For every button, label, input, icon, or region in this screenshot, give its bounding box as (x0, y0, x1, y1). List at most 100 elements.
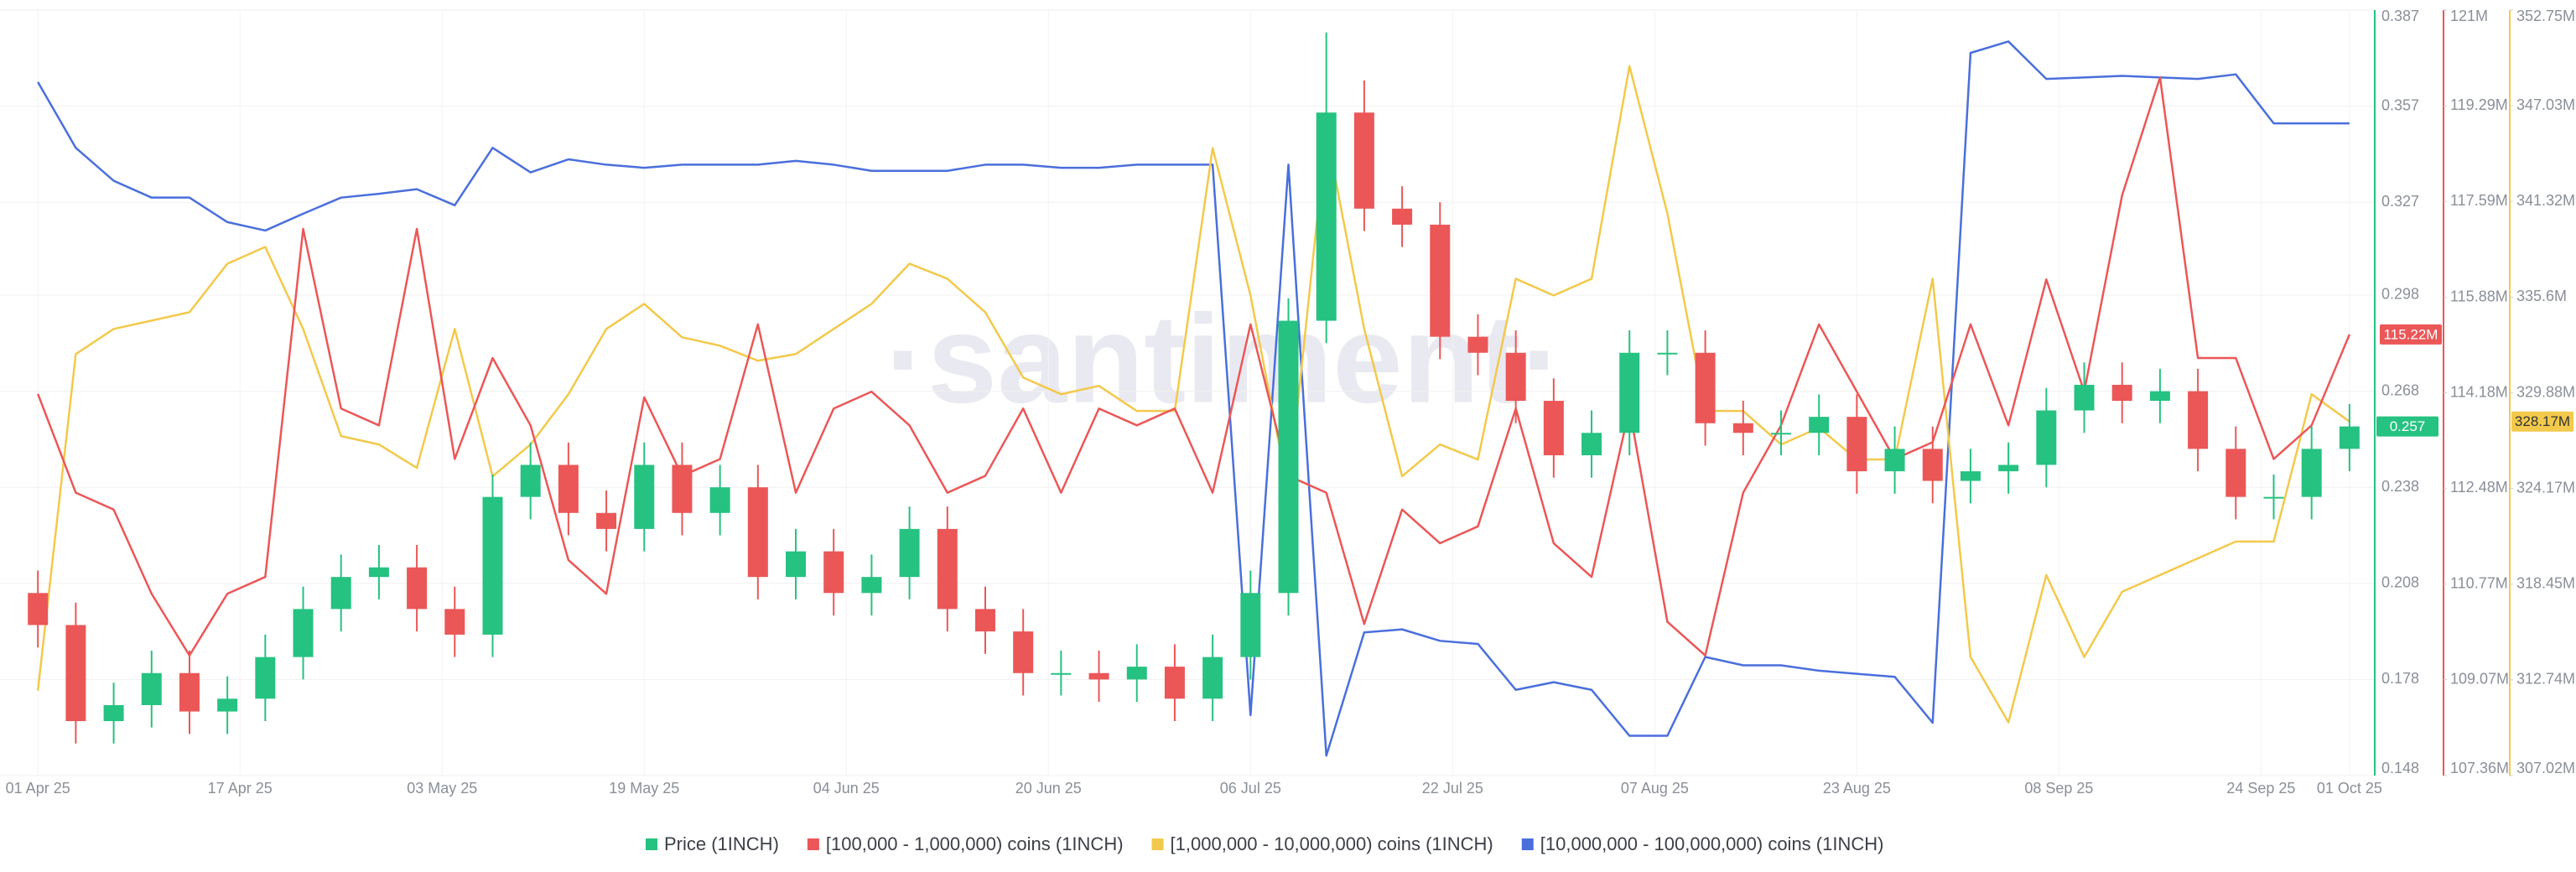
y-tick-label: 335.6M (2516, 288, 2567, 304)
y-tick-label: 115.88M (2450, 288, 2508, 304)
x-tick-label: 17 Apr 25 (208, 780, 273, 797)
candle-body (1164, 667, 1185, 699)
x-tick-label: 01 Oct 25 (2317, 780, 2382, 797)
y-tick-label: 112.48M (2450, 479, 2508, 496)
candle-body (1695, 352, 1716, 423)
candle-body (1088, 672, 1109, 680)
candle-body (2111, 384, 2132, 402)
candle-body (1657, 352, 1678, 355)
candle-body (1013, 631, 1034, 673)
candle-body (786, 551, 807, 578)
candle-body (1126, 667, 1147, 680)
candle-body (1543, 401, 1564, 455)
value-tag-label: 328.17M (2515, 413, 2570, 429)
candle-body (2188, 391, 2209, 449)
x-tick-label: 04 Jun 25 (813, 780, 880, 797)
y-tick-label: 109.07M (2450, 670, 2509, 687)
y-tick-label: 347.03M (2516, 96, 2575, 113)
candle-body (1846, 417, 1867, 472)
y-tick-label: 324.17M (2516, 479, 2575, 496)
y-tick-label: 307.02M (2516, 760, 2575, 776)
candle-body (2225, 449, 2246, 497)
candle-body (1430, 224, 1451, 337)
candle-body (596, 512, 617, 529)
candle-body (2036, 410, 2057, 465)
candle-body (709, 487, 730, 513)
candle-body (28, 593, 49, 625)
x-tick-label: 24 Sep 25 (2226, 780, 2295, 797)
candle-body (823, 551, 844, 594)
legend-swatch (646, 838, 657, 850)
candle-body (1240, 593, 1261, 657)
candle-body (1998, 465, 2019, 472)
x-tick-label: 23 Aug 25 (1823, 780, 1891, 797)
series-line (36, 65, 2350, 724)
candle-body (103, 704, 124, 722)
x-tick-label: 06 Jul 25 (1220, 780, 1281, 797)
legend-label: Price (1INCH) (664, 833, 779, 854)
y-tick-label: 117.59M (2450, 192, 2508, 209)
candle-body (217, 698, 238, 712)
value-tag-label: 0.257 (2390, 418, 2426, 434)
candle-body (293, 609, 314, 657)
y-tick-label: 0.357 (2381, 96, 2419, 113)
candle-body (1960, 471, 1981, 481)
candle-body (672, 465, 693, 513)
x-tick-label: 03 May 25 (407, 780, 477, 797)
candle-body (1581, 433, 1602, 455)
candle-body (330, 577, 351, 610)
series-line (37, 40, 2350, 757)
y-tick-label: 0.238 (2381, 478, 2419, 495)
legend-label: [10,000,000 - 100,000,000) coins (1INCH) (1540, 833, 1884, 854)
candle-body (1392, 208, 1413, 225)
candle-body (482, 496, 503, 635)
candle-body (520, 465, 541, 497)
candle-body (65, 625, 86, 722)
candle-body (2074, 384, 2095, 411)
y-tick-label: 110.77M (2450, 575, 2508, 592)
candle-body (861, 577, 882, 594)
x-tick-label: 07 Aug 25 (1621, 780, 1689, 797)
value-tag (2376, 416, 2438, 437)
candle-body (1051, 672, 1072, 675)
x-tick-label: 08 Sep 25 (2024, 780, 2093, 797)
y-tick-label: 121M (2450, 8, 2488, 24)
candle-body (1353, 112, 1374, 209)
candle-body (1922, 449, 1943, 481)
y-tick-label: 0.148 (2381, 760, 2419, 776)
candle-body (2339, 426, 2360, 449)
candle-body (1278, 320, 1299, 594)
candle-body (974, 609, 995, 632)
candle-body (747, 487, 768, 578)
legend-label: [100,000 - 1,000,000) coins (1INCH) (826, 833, 1124, 854)
value-tag-label: 115.22M (2384, 326, 2438, 342)
candle-body (141, 672, 162, 705)
legend-swatch (1521, 838, 1534, 850)
legend-swatch (1151, 838, 1164, 850)
candle-body (1884, 449, 1905, 472)
y-tick-label: 318.45M (2516, 575, 2575, 592)
candle-body (2263, 496, 2284, 499)
candle-body (899, 528, 920, 578)
candle-body (368, 567, 389, 578)
candle-body (1619, 352, 1640, 433)
value-tag (2380, 324, 2442, 345)
x-tick-label: 20 Jun 25 (1015, 780, 1082, 797)
candle-body (255, 657, 276, 699)
y-tick-label: 329.88M (2516, 383, 2575, 400)
y-tick-label: 0.178 (2381, 670, 2419, 687)
candle-body (1202, 657, 1223, 699)
candle-body (1732, 423, 1753, 433)
candle-body (179, 672, 200, 712)
x-tick-label: 22 Jul 25 (1422, 780, 1483, 797)
candle-body (1316, 112, 1337, 321)
y-tick-label: 0.327 (2381, 193, 2419, 210)
candle-body (1505, 352, 1526, 402)
y-tick-label: 312.74M (2516, 671, 2575, 688)
y-tick-label: 352.75M (2516, 8, 2575, 24)
y-tick-label: 114.18M (2450, 383, 2508, 400)
candle-body (634, 465, 655, 529)
value-tag (2511, 411, 2573, 432)
y-tick-label: 107.36M (2450, 760, 2509, 776)
